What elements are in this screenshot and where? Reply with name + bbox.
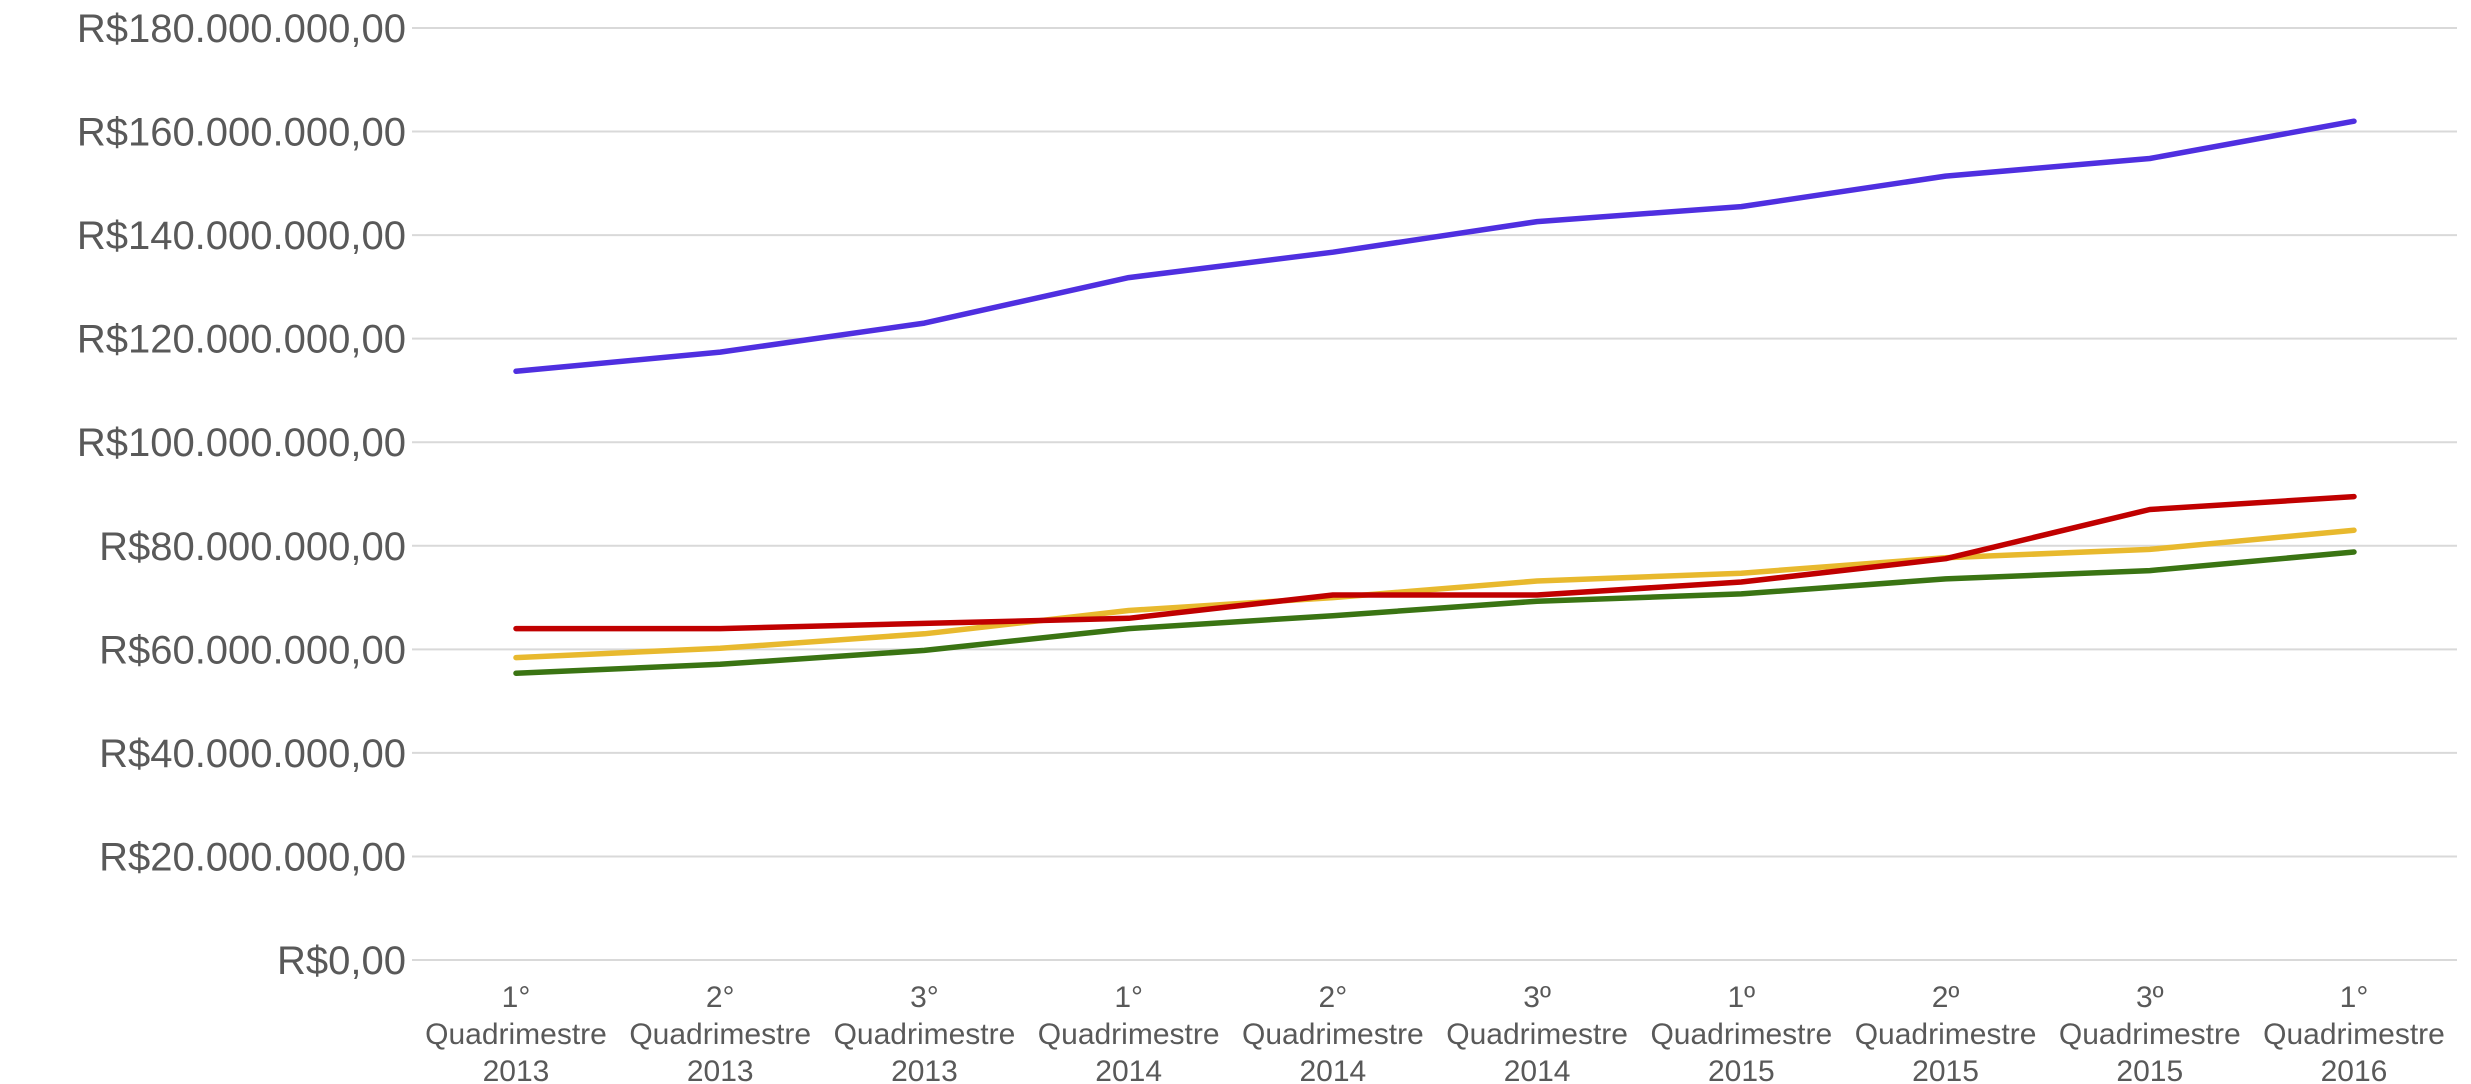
x-tick-label: 1° Quadrimestre 2016: [2263, 981, 2445, 1084]
x-tick-label: 1° Quadrimestre 2013: [425, 981, 607, 1084]
x-tick-label: 2° Quadrimestre 2014: [1242, 981, 1424, 1084]
series-lines: [513, 118, 2357, 676]
x-tick-label: 3º Quadrimestre 2014: [1446, 981, 1628, 1084]
y-axis-tick-labels: R$0,00 R$20.000.000,00 R$40.000.000,00 R$60…: [77, 7, 406, 983]
y-tick-label: R$100.000.000,00: [77, 421, 406, 465]
y-tick-label: R$20.000.000,00: [99, 835, 406, 879]
y-tick-label: R$80.000.000,00: [99, 525, 406, 569]
x-tick-label: 2º Quadrimestre 2015: [1855, 981, 2037, 1084]
y-tick-label: R$120.000.000,00: [77, 318, 406, 362]
y-tick-label: R$40.000.000,00: [99, 732, 406, 776]
x-tick-label: 1° Quadrimestre 2014: [1038, 981, 1220, 1084]
x-tick-label: 3° Quadrimestre 2013: [834, 981, 1016, 1084]
series-line-2: [513, 493, 2357, 632]
y-tick-label: R$160.000.000,00: [77, 111, 406, 155]
x-tick-label: 3º Quadrimestre 2015: [2059, 981, 2241, 1084]
x-tick-label: 2° Quadrimestre 2013: [629, 981, 811, 1084]
y-tick-label: R$0,00: [277, 939, 406, 983]
gridlines: [412, 27, 2457, 961]
y-tick-label: R$140.000.000,00: [77, 214, 406, 258]
y-tick-label: R$180.000.000,00: [77, 7, 406, 51]
y-tick-label: R$60.000.000,00: [99, 628, 406, 672]
series-line-1: [513, 118, 2357, 375]
series-line-4: [513, 549, 2357, 676]
x-tick-label: 1º Quadrimestre 2015: [1650, 981, 1832, 1084]
series-line-3: [513, 527, 2357, 661]
